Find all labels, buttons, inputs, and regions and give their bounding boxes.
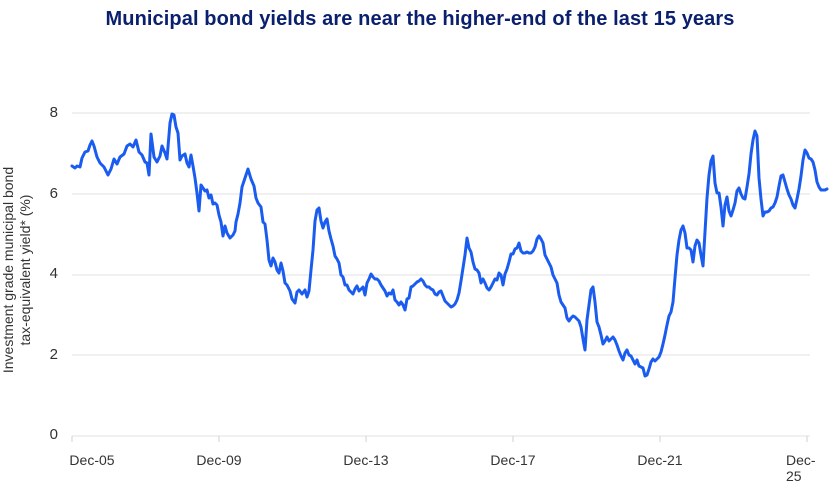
y-tick-8: 8 (49, 104, 58, 121)
x-tick-dec-17: Dec-17 (490, 452, 536, 468)
x-tick-dec-13: Dec-13 (343, 452, 389, 468)
plot-area (70, 112, 829, 442)
gridlines (72, 112, 810, 437)
x-tick-dec-21: Dec-21 (637, 452, 683, 468)
x-tick-dec-05: Dec-05 (69, 452, 115, 468)
chart-title: Municipal bond yields are near the highe… (105, 8, 735, 30)
x-tick-dec-09: Dec-09 (196, 452, 242, 468)
y-tick-4: 4 (49, 265, 58, 282)
yield-line (70, 112, 829, 378)
y-tick-0: 0 (49, 426, 58, 443)
y-tick-2: 2 (49, 346, 58, 363)
y-tick-6: 6 (49, 185, 58, 202)
x-tick-marks (71, 436, 808, 442)
x-tick-dec-25: Dec-25 (786, 452, 816, 484)
